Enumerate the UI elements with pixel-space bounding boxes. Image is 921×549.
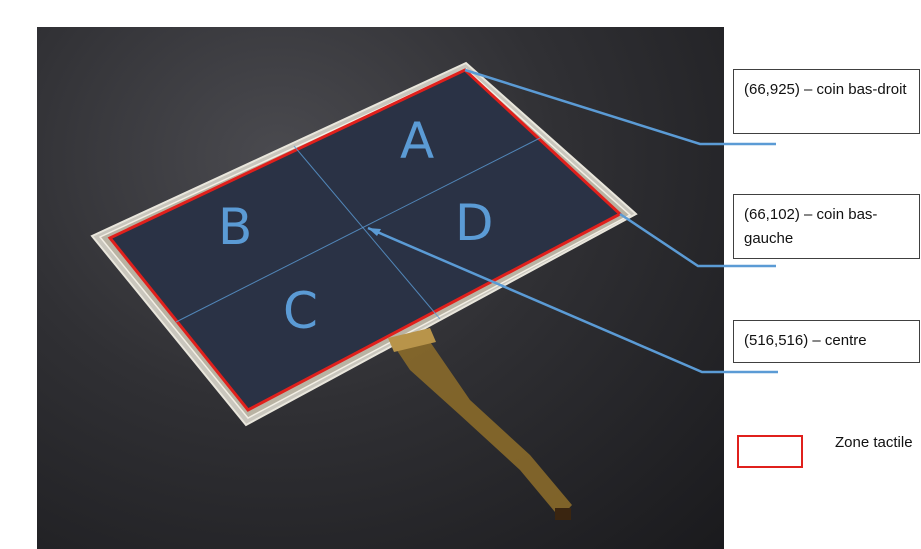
center-arrowhead [368,228,381,236]
callout-center: (516,516) – centre [733,320,920,363]
ribbon-cable-connector [388,328,436,352]
zone-label-b: B [218,198,252,256]
ribbon-cable [392,333,572,518]
callout-center-text: (516,516) – centre [744,332,867,349]
legend-swatch-touch-zone [737,435,803,468]
callout-bottom-left: (66,102) – coin bas-gauche [733,194,920,259]
legend-label: Zone tactile [835,434,913,451]
leader-line-center [367,226,778,374]
zone-label-d: D [455,194,494,252]
callout-bottom-right: (66,925) – coin bas-droit [733,69,920,134]
zone-label-a: A [400,112,434,170]
ribbon-cable-tip [555,508,571,520]
touch-screen-surface [110,70,620,410]
leader-line-bottom-left [619,212,776,268]
divider-line-2 [175,137,541,323]
leader-line-bottom-right [464,68,776,146]
callout-bottom-right-text: (66,925) – coin bas-droit [744,81,907,98]
divider-line-1 [293,145,441,320]
callout-bottom-left-text: (66,102) – coin bas-gauche [744,206,878,247]
zone-label-c: C [283,282,318,340]
